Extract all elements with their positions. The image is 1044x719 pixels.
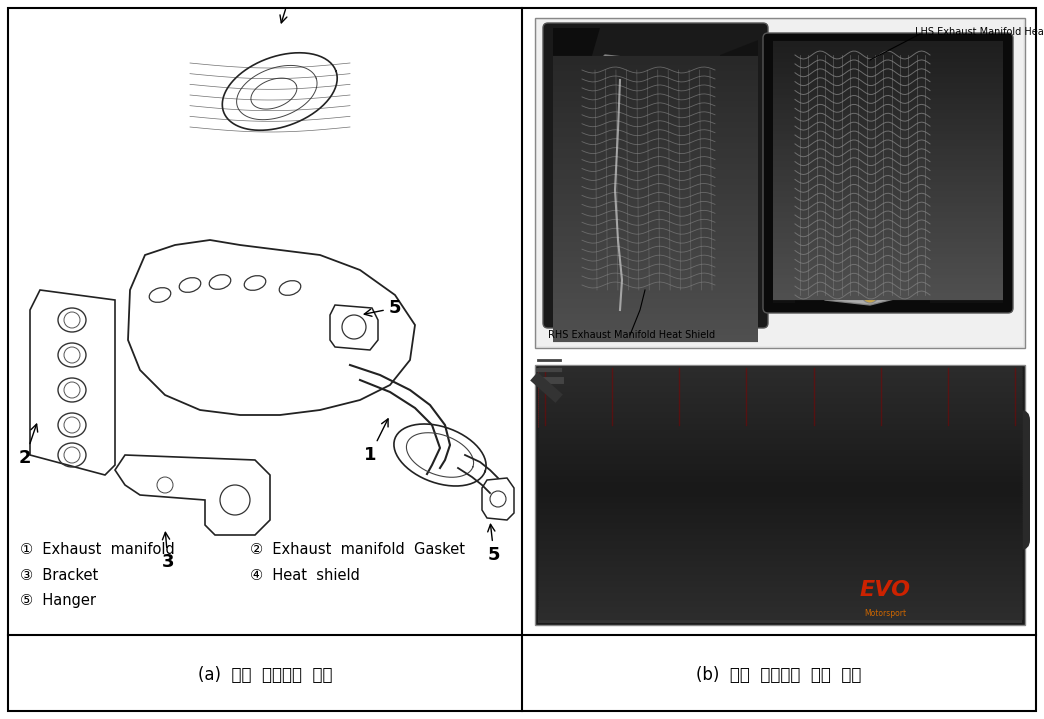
Circle shape [635,410,645,420]
Circle shape [875,410,885,420]
FancyBboxPatch shape [537,20,1023,346]
Circle shape [925,410,935,420]
Polygon shape [720,40,758,318]
Circle shape [695,410,705,420]
Circle shape [742,522,758,538]
Polygon shape [553,28,600,295]
Circle shape [920,405,940,425]
FancyBboxPatch shape [535,18,1025,348]
Circle shape [570,405,590,425]
Text: 5: 5 [488,524,500,564]
Circle shape [690,405,710,425]
Circle shape [792,447,808,463]
Circle shape [862,287,878,303]
Circle shape [870,405,889,425]
Text: (a)  배기  매니폴드  구조: (a) 배기 매니폴드 구조 [197,666,332,684]
Text: ④  Heat  shield: ④ Heat shield [250,567,360,582]
Bar [773,43,794,303]
FancyBboxPatch shape [547,387,963,568]
Polygon shape [575,55,720,300]
Text: ②  Exhaust  manifold  Gasket: ② Exhaust manifold Gasket [250,543,465,557]
Text: 1: 1 [363,419,388,464]
Text: 2: 2 [19,424,38,467]
Text: Motorsport: Motorsport [864,609,906,618]
Circle shape [575,410,585,420]
Text: 4: 4 [280,0,296,23]
Circle shape [755,410,765,420]
Text: RHS Exhaust Manifold Heat Shield: RHS Exhaust Manifold Heat Shield [548,330,715,340]
FancyBboxPatch shape [763,33,1013,313]
Text: ①  Exhaust  manifold: ① Exhaust manifold [20,543,174,557]
Circle shape [630,405,650,425]
Text: ⑤  Hanger: ⑤ Hanger [20,592,96,608]
Text: EVO: EVO [859,580,910,600]
FancyBboxPatch shape [535,365,1025,625]
Circle shape [810,405,830,425]
Bar [538,595,1022,623]
Bar [538,368,1022,428]
Text: ③  Bracket: ③ Bracket [20,567,98,582]
FancyBboxPatch shape [930,410,1030,550]
Text: 3: 3 [162,532,174,571]
Circle shape [815,410,825,420]
Text: LHS Exhaust Manifold Heat Shield: LHS Exhaust Manifold Heat Shield [915,27,1044,37]
Circle shape [902,277,918,293]
Text: (b)  배기  매니폴드  장착  사진: (b) 배기 매니폴드 장착 사진 [696,666,861,684]
Circle shape [750,405,770,425]
Circle shape [602,447,618,463]
Polygon shape [790,48,940,305]
FancyBboxPatch shape [557,392,953,453]
Bar [930,43,1003,303]
Circle shape [692,442,708,458]
Circle shape [642,482,658,498]
Text: 5: 5 [364,299,401,317]
Circle shape [807,282,823,298]
FancyBboxPatch shape [543,23,768,328]
Bar [538,610,1022,623]
